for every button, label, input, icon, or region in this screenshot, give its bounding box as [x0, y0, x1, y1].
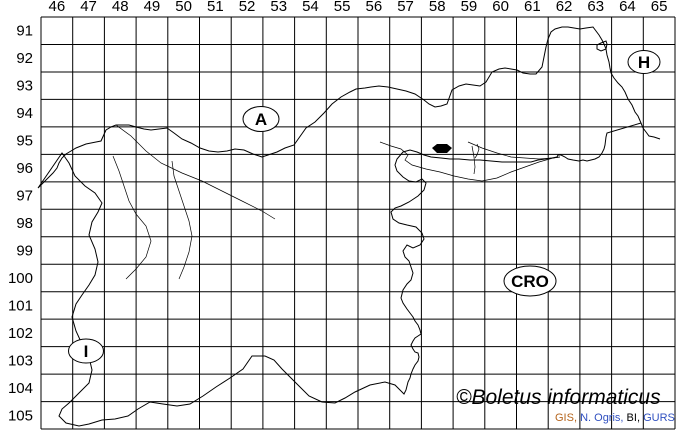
svg-text:55: 55: [334, 0, 351, 15]
svg-text:I: I: [84, 342, 89, 361]
svg-text:H: H: [638, 53, 650, 72]
svg-text:105: 105: [8, 407, 33, 424]
svg-text:92: 92: [16, 50, 33, 67]
svg-text:58: 58: [429, 0, 446, 15]
svg-text:46: 46: [49, 0, 66, 15]
svg-text:59: 59: [461, 0, 478, 15]
svg-text:53: 53: [270, 0, 287, 15]
svg-text:CRO: CRO: [511, 272, 549, 291]
svg-text:64: 64: [619, 0, 636, 15]
svg-text:47: 47: [80, 0, 97, 15]
svg-text:A: A: [255, 110, 267, 129]
svg-text:94: 94: [16, 105, 33, 122]
svg-text:50: 50: [175, 0, 192, 15]
svg-text:57: 57: [397, 0, 414, 15]
svg-text:104: 104: [8, 380, 33, 397]
svg-text:60: 60: [492, 0, 509, 15]
svg-text:63: 63: [587, 0, 604, 15]
svg-text:98: 98: [16, 215, 33, 232]
svg-text:54: 54: [302, 0, 319, 15]
svg-text:93: 93: [16, 78, 33, 95]
svg-text:52: 52: [239, 0, 256, 15]
svg-text:51: 51: [207, 0, 224, 15]
svg-text:97: 97: [16, 188, 33, 205]
svg-text:102: 102: [8, 325, 33, 342]
svg-text:96: 96: [16, 160, 33, 177]
svg-text:62: 62: [556, 0, 573, 15]
svg-text:95: 95: [16, 133, 33, 150]
svg-text:49: 49: [144, 0, 161, 15]
svg-text:48: 48: [112, 0, 129, 15]
svg-text:56: 56: [366, 0, 383, 15]
svg-text:103: 103: [8, 352, 33, 369]
svg-text:65: 65: [651, 0, 668, 15]
svg-text:91: 91: [16, 23, 33, 40]
svg-text:101: 101: [8, 297, 33, 314]
svg-text:99: 99: [16, 243, 33, 260]
svg-text:61: 61: [524, 0, 541, 15]
svg-text:100: 100: [8, 270, 33, 287]
